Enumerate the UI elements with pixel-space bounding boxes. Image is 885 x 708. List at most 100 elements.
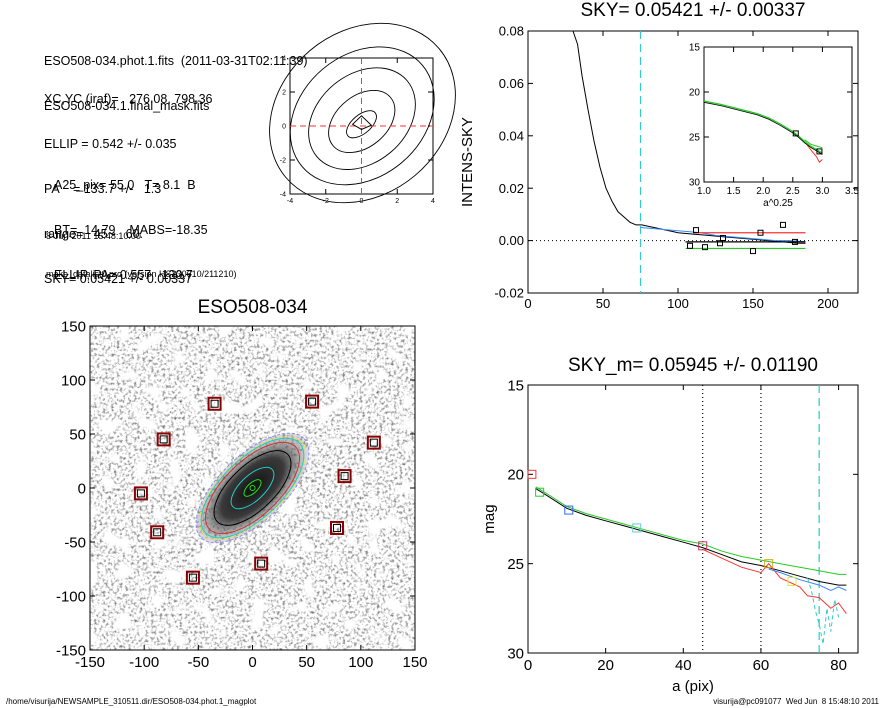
image-ytick-label: -100 (56, 588, 86, 605)
masked-star-box (366, 435, 381, 450)
mag-xtick-label: 40 (675, 657, 692, 674)
inset-square (816, 148, 823, 155)
contour-line (308, 67, 416, 170)
intens-square (757, 229, 764, 236)
contour-lines (269, 22, 456, 204)
masked-star-box (150, 525, 165, 540)
inset-xtick-label: 2.0 (756, 186, 770, 197)
footer-user: visurija@pc091077 Wed Jun 8 15:48:10 201… (713, 697, 879, 706)
isophote-ellipse (195, 432, 310, 544)
mag-square (527, 469, 537, 479)
intens-profile-blue (640, 227, 806, 243)
mag-series-line (768, 568, 847, 592)
masked-star-inner (369, 438, 378, 447)
center-coords: XC,YC (iraf)= 276.08, 798.36 (44, 92, 213, 106)
intens-axes: 0 50 100 150 200 -0.02 0.00 0.02 0.04 0.06 0.08 (494, 24, 859, 311)
inset-xtick-label: 3.0 (815, 186, 829, 197)
intens-plot-title: SKY= 0.05421 +/- 0.00337 (580, 0, 806, 21)
contour-ytick-label: -2 (280, 157, 286, 164)
image-xtick-label: 150 (402, 654, 427, 671)
mag-frame (527, 384, 859, 654)
contour-line (328, 89, 396, 153)
contour-line (269, 22, 456, 204)
isophote-ellipse (243, 479, 262, 497)
intens-square (780, 221, 786, 228)
contour-xtick-label: 2 (395, 198, 399, 205)
image-axes: -150 -100 -50 0 50 100 150 -150 -100 -50 0 50 100 150 (56, 318, 428, 671)
contour-ytick-label: 2 (282, 89, 286, 96)
image-xtick-label: 100 (348, 654, 373, 671)
masked-star-box (156, 432, 171, 447)
mag-square (787, 577, 797, 587)
file-line: ESO508-034.phot.1.fits (2011-03-31T02:11… (44, 54, 308, 68)
intens-square (750, 248, 756, 255)
inset-background (704, 47, 852, 182)
masked-star-box (305, 394, 320, 409)
galaxy-image (90, 326, 415, 650)
inset-xlabel: a^0.25 (763, 198, 793, 209)
mag-series-line (702, 548, 847, 614)
inset-profile-line (703, 100, 823, 154)
inset-xtick-label: 2.5 (786, 186, 800, 197)
mag-square (764, 559, 774, 569)
contour-ytick-label: -4 (280, 191, 286, 198)
mag-series-line (535, 488, 847, 586)
a25-line: A25_pix= 55.0 T= 8.1 B (54, 178, 196, 192)
intens-square (693, 227, 699, 234)
intens-ytick-label: 0.08 (499, 24, 524, 39)
inset-ytick-label: 25 (689, 133, 701, 144)
inset-green-tail (804, 139, 823, 149)
image-ytick-label: 100 (61, 372, 86, 389)
mag-ytick-label: 25 (507, 556, 524, 573)
mag-xtick-label: 0 (524, 657, 532, 674)
mag-xtick-label: 60 (753, 657, 770, 674)
run-date: 8-Jun-2011 15:48:10.00 (46, 231, 141, 241)
mag-ytick-label: 20 (507, 467, 524, 484)
inset-frame (703, 46, 853, 183)
isophote-ellipse (200, 437, 305, 539)
ellip-pa-line: ELLIP, PA= 0.557 130.7 (54, 268, 193, 282)
sky-value: SKY= 0.05421 +/- 0.00337 (44, 272, 193, 286)
inset-ytick-label: 30 (689, 178, 701, 189)
mag-square (535, 487, 545, 497)
image-xtick-label: -150 (75, 654, 105, 671)
isophote-ellipse (213, 450, 292, 526)
inset-ytick-label: 15 (689, 43, 701, 54)
inset-profile-black (703, 101, 823, 155)
masked-star-inner (136, 489, 145, 498)
masked-star-box (254, 556, 269, 571)
intens-frame (527, 30, 859, 294)
inset-xtick-label: 1.0 (697, 186, 711, 197)
isophote-ellipse (198, 436, 307, 540)
masked-star-inner (257, 559, 266, 568)
contour-ytick-label: 4 (282, 55, 286, 62)
masked-star-box (207, 396, 222, 411)
bt-line: BT= 14.79 MABS=-18.35 (54, 223, 208, 237)
intens-xtick-label: 150 (742, 296, 764, 311)
mag-square (564, 505, 574, 515)
mag-axes: 0 20 40 60 80 15 20 25 30 (507, 377, 859, 674)
masked-star-box (185, 570, 200, 585)
center-point (249, 485, 256, 491)
intens-square (687, 242, 693, 249)
mag-xtick-label: 20 (597, 657, 614, 674)
mag-square (698, 541, 708, 551)
intens-xtick-label: 0 (524, 296, 531, 311)
mag-square (632, 523, 642, 533)
intens-profile-line (572, 30, 806, 244)
mask-line: ESO508-034.1.final_mask.fits (44, 99, 210, 113)
intens-square (702, 244, 708, 251)
mag-ytick-label: 30 (507, 645, 524, 662)
mag-series-line (535, 486, 847, 575)
mag-ytick-label: 15 (507, 377, 524, 394)
mag-xtick-label: 80 (830, 657, 847, 674)
intens-ylabel: INTENS-SKY (459, 117, 476, 207)
contour-ytick-label: 0 (282, 123, 286, 130)
intens-ytick-label: 0.04 (499, 128, 524, 143)
program-version: make_datalist0.pro (version HS230610/211… (46, 269, 237, 279)
intens-xtick-label: 200 (817, 296, 839, 311)
masked-star-box (133, 486, 148, 501)
image-ytick-label: 0 (78, 480, 86, 497)
